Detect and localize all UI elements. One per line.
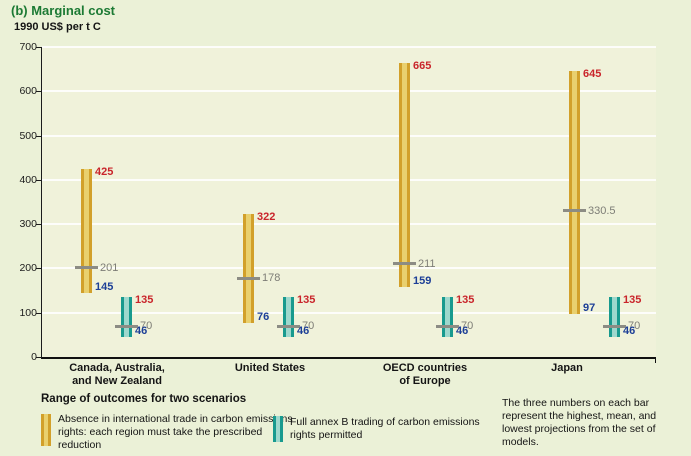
y-tick-label: 400 xyxy=(19,173,37,186)
low-value-label: 46 xyxy=(623,324,636,337)
high-value-label: 425 xyxy=(95,165,114,178)
y-tick xyxy=(36,47,41,48)
low-value-label: 46 xyxy=(135,324,148,337)
teal-range-bar xyxy=(441,297,453,337)
gold-range-bar xyxy=(568,71,580,315)
category-label-line: Canada, Australia, xyxy=(69,362,165,374)
low-value-label: 159 xyxy=(413,274,432,287)
gold-range-bar xyxy=(80,168,92,293)
category-label: United States xyxy=(185,362,355,375)
mean-marker xyxy=(562,209,586,213)
mean-marker xyxy=(435,324,459,328)
gridline xyxy=(42,267,656,270)
category-label-line: of Europe xyxy=(399,375,451,387)
low-value-label: 46 xyxy=(297,324,310,337)
gridline xyxy=(42,134,656,137)
gridline xyxy=(42,46,656,48)
mean-marker xyxy=(276,324,300,328)
high-value-label: 665 xyxy=(413,59,432,72)
mean-marker xyxy=(114,324,138,328)
mean-value-label: 70 xyxy=(302,320,315,332)
y-tick xyxy=(36,312,41,314)
y-tick-label: 600 xyxy=(19,85,37,98)
low-value-label: 46 xyxy=(456,324,469,337)
teal-range-swatch xyxy=(273,416,283,442)
low-value-label: 97 xyxy=(583,302,596,315)
y-tick xyxy=(36,268,41,270)
teal-range-bar xyxy=(282,297,294,337)
category-label: Canada, Australia, and New Zealand xyxy=(32,362,202,388)
gridline xyxy=(42,311,656,314)
mean-marker xyxy=(74,266,98,270)
mean-value-label: 201 xyxy=(100,261,119,274)
y-tick-label: 0 xyxy=(31,351,37,363)
category-label: Japan xyxy=(482,362,652,375)
plot-area: 0 100 200 300 400 500 600 700 425 201 145 322 178 76 6… xyxy=(19,41,656,363)
gold-range-bar xyxy=(398,62,410,287)
mean-value-label: 330.5 xyxy=(588,204,616,217)
high-value-label: 645 xyxy=(583,68,602,81)
footnote: The three numbers on each bar represent … xyxy=(502,397,657,448)
gridline xyxy=(42,178,656,181)
category-label: OECD countries of Europe xyxy=(340,362,510,388)
mean-value-label: 70 xyxy=(140,320,153,332)
low-value-label: 76 xyxy=(257,311,270,324)
high-value-label: 135 xyxy=(623,294,642,307)
teal-range-bar xyxy=(120,297,132,337)
mean-marker xyxy=(236,276,260,280)
category-label-line: Japan xyxy=(551,362,583,374)
y-tick-label: 100 xyxy=(19,306,37,319)
mean-marker xyxy=(392,262,416,266)
high-value-label: 135 xyxy=(456,294,475,307)
x-axis-end-tick xyxy=(655,359,656,363)
mean-marker xyxy=(602,324,626,328)
teal-range-bar xyxy=(608,297,620,337)
mean-value-label: 211 xyxy=(418,257,436,270)
gridline xyxy=(42,223,656,226)
gridline xyxy=(42,90,656,93)
legend-label-annex-b-trading: Full annex B trading of carbon emissions… xyxy=(290,416,480,441)
category-label-line: and New Zealand xyxy=(72,375,162,387)
legend-heading: Range of outcomes for two scenarios xyxy=(41,393,247,405)
y-tick-label: 200 xyxy=(19,262,37,275)
mean-value-label: 70 xyxy=(461,320,474,332)
y-tick-label: 500 xyxy=(19,129,37,142)
mean-value-label: 70 xyxy=(628,320,641,332)
gold-range-bar xyxy=(242,214,254,324)
gold-range-swatch xyxy=(41,414,51,446)
category-label-line: OECD countries xyxy=(382,362,468,374)
high-value-label: 135 xyxy=(135,294,154,307)
y-axis-units-label: 1990 US$ per t C xyxy=(14,21,101,33)
y-tick xyxy=(36,91,41,93)
legend-label-no-trading: Absence in international trade in carbon… xyxy=(58,413,293,451)
chart-title: (b) Marginal cost xyxy=(11,3,116,18)
low-value-label: 145 xyxy=(95,280,114,293)
y-tick xyxy=(36,357,41,358)
mean-value-label: 178 xyxy=(262,272,281,285)
high-value-label: 322 xyxy=(257,211,276,224)
y-tick xyxy=(36,179,41,181)
y-tick xyxy=(36,135,41,137)
y-tick-label: 300 xyxy=(19,218,37,231)
y-tick xyxy=(36,224,41,226)
category-label-line: United States xyxy=(234,362,306,374)
y-tick-label: 700 xyxy=(19,41,37,53)
high-value-label: 135 xyxy=(297,294,316,307)
